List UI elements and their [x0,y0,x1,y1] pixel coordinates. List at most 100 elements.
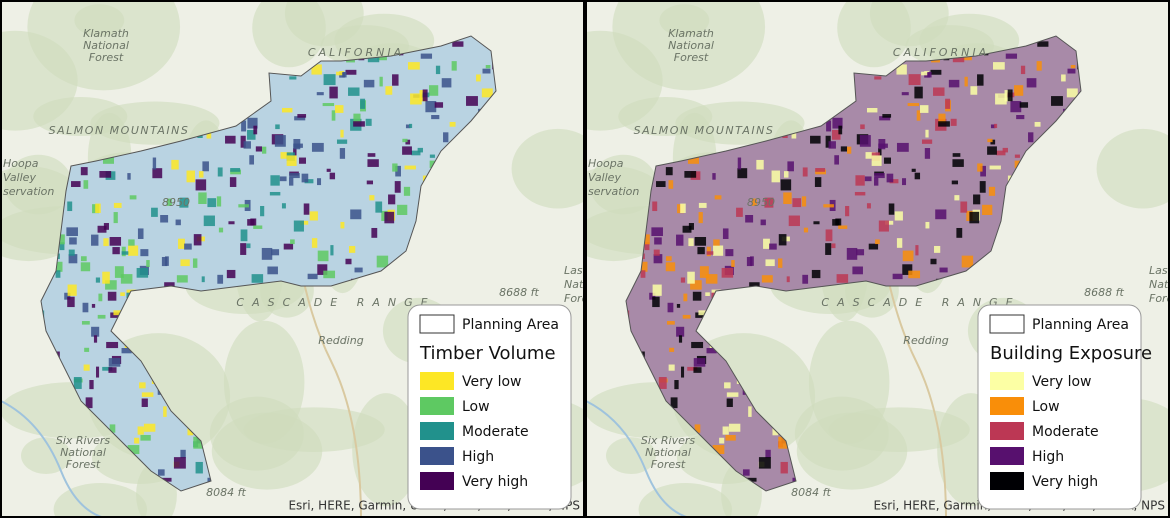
legend-label: Low [1032,399,1060,415]
map-label: Las [1149,264,1168,277]
planning-cell [134,437,140,444]
planning-cell [921,139,933,144]
map-label: Natio [1149,278,1170,291]
map-label: Natio [564,278,593,291]
planning-cell [299,157,306,164]
map-label: Six Rivers [641,434,696,447]
planning-cell [825,229,833,242]
legend-label: Moderate [1032,424,1099,440]
planning-cell [995,93,1007,105]
planning-cell [725,434,736,441]
planning-cell [856,249,865,256]
planning-cell [962,56,972,61]
planning-cell [765,449,771,459]
terrain [589,154,658,215]
planning-fill [626,36,1081,491]
terrain [659,4,710,37]
planning-cell [874,173,885,179]
terrain [223,320,305,444]
planning-cell [293,143,303,148]
planning-cell [311,142,324,152]
planning-cell [425,101,437,113]
planning-cell [656,181,666,187]
planning-cell [128,245,139,256]
planning-cell [674,380,679,390]
planning-cell [640,270,646,278]
planning-cell [699,266,709,278]
planning-cell [828,141,836,149]
planning-cell [68,249,75,256]
planning-cell [218,227,224,233]
planning-cell [91,326,100,337]
planning-cell [840,146,848,152]
planning-cell [854,191,866,196]
planning-cell [760,219,766,226]
planning-cell [693,358,706,367]
planning-cell [1019,102,1029,108]
planning-cell [680,277,686,283]
planning-cell [402,146,412,155]
terrain [905,25,994,67]
planning-cell [140,434,151,441]
planning-outline [40,35,497,492]
planning-cell [336,71,343,76]
planning-cell [687,156,700,164]
legend-swatch [420,372,454,390]
planning-cell [128,239,135,246]
planning-cell [778,234,787,246]
planning-cell [902,264,913,275]
planning-cell [815,169,826,175]
planning-cell [698,310,708,316]
planning-cell [866,107,878,113]
planning-cell [195,179,207,191]
map-label: Fores [564,292,594,305]
terrain [320,25,409,67]
planning-cell [348,87,360,96]
planning-cell [417,147,423,153]
planning-cell [120,274,133,284]
planning-cell [826,120,832,132]
planning-cell [466,96,478,106]
planning-cell [783,171,789,178]
planning-cell [85,397,93,409]
planning-cell [925,221,930,229]
planning-cell [726,398,733,407]
planning-cell [289,177,294,186]
planning-cell [934,245,941,253]
planning-cell [993,62,1005,70]
planning-cell [289,76,297,80]
planning-cell [229,177,237,187]
terrain [511,128,584,209]
planning-cell [225,135,236,144]
planning-cell [102,366,113,371]
planning-cell [402,138,408,143]
planning-cell [676,303,681,308]
terrain [252,1,326,68]
planning-cell [938,113,946,123]
planning-cell [271,249,280,256]
planning-cell [105,280,117,290]
planning-cell [304,179,314,184]
terrain [638,482,733,517]
planning-cell [108,358,121,367]
planning-cell [103,238,109,247]
planning-cell [990,124,996,129]
planning-cell [201,276,205,283]
planning-cell [322,103,335,107]
legend-label: High [462,449,494,465]
planning-cell [758,457,771,469]
planning-cell [269,191,281,196]
planning-cell [825,243,832,255]
planning-cell [756,159,764,170]
planning-cell [1051,96,1063,106]
planning-cell [847,146,852,154]
planning-cell [297,114,307,118]
planning-cell [712,445,725,455]
planning-cell [977,74,984,86]
planning-cell [120,292,125,296]
planning-cell [91,234,99,246]
planning-cell [886,173,894,183]
planning-cell [859,135,871,147]
